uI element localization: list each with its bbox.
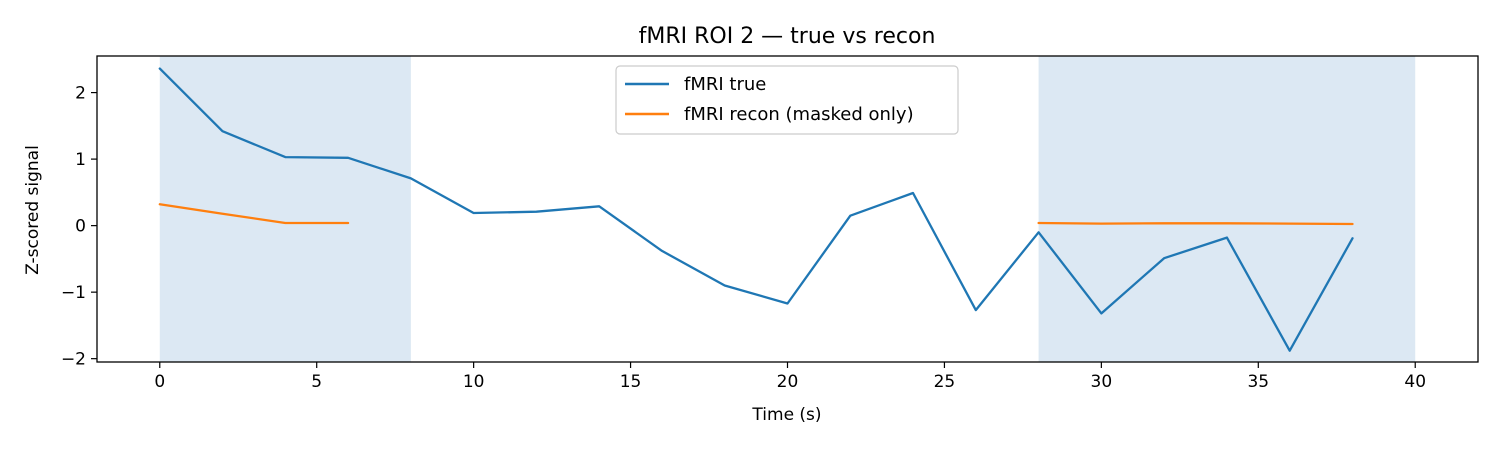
x-tick-label: 30 bbox=[1091, 372, 1113, 392]
y-tick-label: −2 bbox=[61, 350, 86, 370]
y-tick-label: 0 bbox=[75, 217, 86, 237]
y-tick-label: 2 bbox=[75, 84, 86, 104]
shaded-region-0 bbox=[159, 56, 411, 362]
legend-label-recon: fMRI recon (masked only) bbox=[684, 104, 914, 125]
shaded-regions bbox=[159, 56, 1416, 362]
x-tick-label: 40 bbox=[1404, 372, 1426, 392]
chart-title: fMRI ROI 2 — true vs recon bbox=[639, 24, 936, 49]
series-line-fmri-true bbox=[158, 67, 1354, 352]
legend-box bbox=[615, 65, 959, 135]
y-axis-label: Z-scored signal bbox=[23, 145, 43, 275]
series-line-fmri-recon-1 bbox=[1037, 221, 1354, 226]
x-tick-label: 15 bbox=[620, 372, 642, 392]
x-tick-label: 10 bbox=[463, 372, 485, 392]
x-tick-label: 25 bbox=[934, 372, 956, 392]
shaded-region-1 bbox=[1038, 56, 1416, 362]
y-tick-label: −1 bbox=[61, 283, 86, 303]
x-tick-label: 20 bbox=[777, 372, 799, 392]
legend: fMRI true fMRI recon (masked only) bbox=[615, 65, 959, 135]
x-tick-label: 0 bbox=[154, 372, 165, 392]
x-tick-label: 5 bbox=[311, 372, 322, 392]
x-axis-label: Time (s) bbox=[751, 405, 821, 425]
y-tick-label: 1 bbox=[75, 150, 86, 170]
y-axis-ticks: −2 −1 0 1 2 bbox=[61, 84, 97, 370]
x-axis-ticks: 0 5 10 15 20 25 30 35 40 bbox=[154, 362, 1426, 392]
legend-label-true: fMRI true bbox=[684, 74, 766, 95]
series-lines bbox=[158, 67, 1354, 352]
x-tick-label: 35 bbox=[1247, 372, 1269, 392]
series-line-fmri-recon-0 bbox=[158, 203, 350, 225]
